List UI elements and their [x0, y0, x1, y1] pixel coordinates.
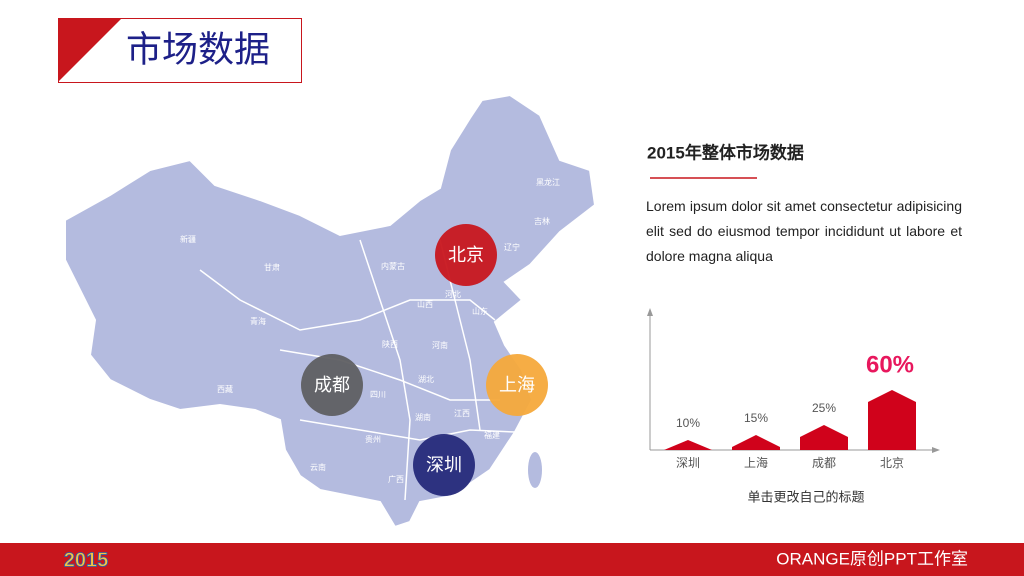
map-border: [299, 419, 516, 441]
value-label: 60%: [866, 351, 914, 378]
city-circle: [413, 434, 475, 496]
map-border: [199, 269, 496, 331]
province-label: 广东: [467, 482, 483, 492]
city-label: 成都: [314, 375, 350, 395]
header-title: 市场数据: [126, 29, 270, 70]
province-label: 黑龙江: [536, 177, 560, 187]
panel-title: 2015年整体市场数据: [647, 142, 804, 162]
city-label: 深圳: [426, 455, 462, 475]
province-label: 青海: [250, 316, 266, 326]
bar: [664, 440, 712, 450]
value-label: 25%: [812, 401, 836, 415]
x-tick-label: 北京: [880, 456, 904, 470]
x-tick-label: 上海: [744, 455, 768, 470]
province-label: 甘肃: [264, 262, 280, 272]
province-label: 贵州: [365, 434, 381, 444]
city-circle: [486, 354, 548, 416]
bar: [800, 425, 848, 450]
footer-logo: 2015: [64, 549, 109, 571]
province-label: 西藏: [217, 384, 233, 394]
province-label: 云南: [310, 462, 326, 472]
province-label: 河北: [445, 289, 461, 299]
footer-bar: [0, 543, 1024, 576]
panel-text: Lorem ipsum dolor sit amet consectetur a…: [646, 198, 962, 264]
province-label: 四川: [370, 390, 386, 399]
panel-text-box: Lorem ipsum dolor sit amet consectetur a…: [646, 198, 962, 264]
footer: 2015 ORANGE原创PPT工作室: [0, 543, 1024, 576]
province-label: 山东: [472, 306, 488, 316]
province-label: 辽宁: [504, 242, 520, 252]
map-island: [528, 452, 542, 488]
province-label: 江西: [454, 409, 470, 418]
header-corner: [58, 18, 122, 82]
province-label: 山西: [417, 299, 433, 309]
province-label: 河南: [432, 340, 448, 350]
value-label: 10%: [676, 416, 700, 430]
value-label: 15%: [744, 411, 768, 425]
province-label: 广西: [388, 474, 404, 484]
city-circle: [301, 354, 363, 416]
province-label: 吉林: [534, 216, 550, 226]
bar-chart: 单击更改自己的标题 10% 深圳 15% 上海 25% 成都 60% 北京: [647, 308, 940, 504]
province-label: 内蒙古: [381, 261, 405, 271]
province-label: 新疆: [180, 234, 196, 244]
bar: [868, 390, 916, 450]
panel: 2015年整体市场数据: [647, 142, 804, 179]
map-land: [64, 93, 597, 529]
city-label: 上海: [499, 375, 535, 395]
city-label: 北京: [448, 245, 484, 265]
y-axis-arrow: [647, 308, 653, 316]
province-label: 陕西: [382, 339, 398, 349]
province-label: 福建: [484, 430, 500, 440]
header: 市场数据: [58, 18, 302, 83]
x-axis-arrow: [932, 447, 940, 453]
x-tick-label: 深圳: [676, 456, 700, 470]
province-label: 湖南: [415, 412, 431, 422]
map-border: [359, 239, 411, 501]
x-tick-label: 成都: [812, 456, 836, 470]
chart-caption: 单击更改自己的标题: [747, 489, 864, 504]
footer-brand: ORANGE原创PPT工作室: [776, 549, 968, 568]
bar: [732, 435, 780, 450]
city-circle: [435, 224, 497, 286]
province-label: 湖北: [418, 375, 434, 384]
china-map: 新疆 西藏 青海 甘肃 内蒙古 四川 云南 贵州 广西 广东 湖南 湖北 河南 …: [64, 93, 597, 529]
